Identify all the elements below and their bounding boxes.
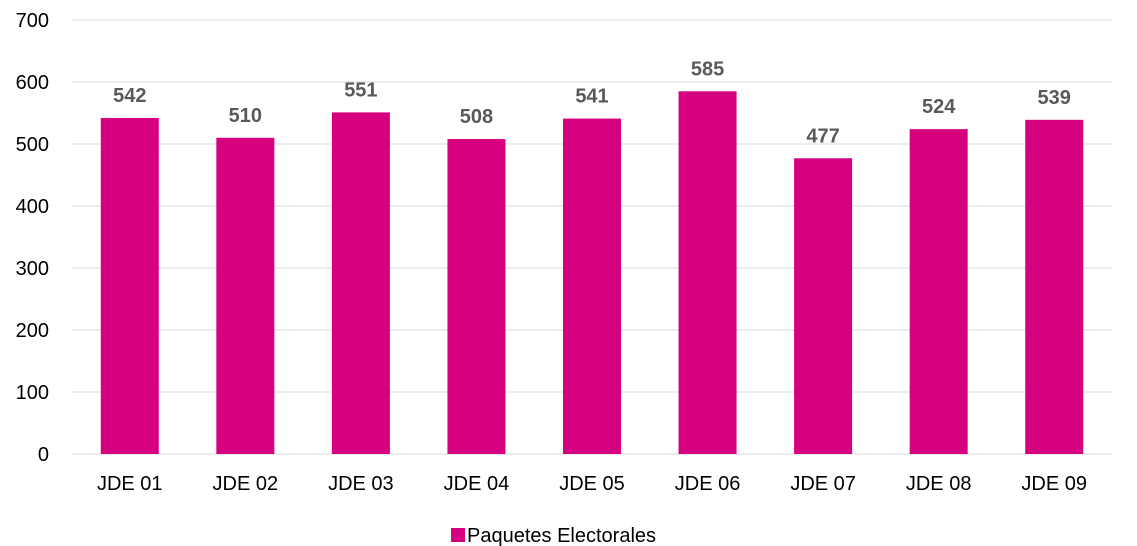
x-tick-label: JDE 07 (790, 473, 856, 495)
bar-value-label: 524 (922, 96, 956, 118)
x-tick-label: JDE 06 (675, 473, 741, 495)
bars (100, 91, 1084, 455)
y-tick-label: 100 (16, 382, 49, 404)
bar (100, 117, 159, 455)
bar-value-label: 477 (806, 125, 839, 147)
x-tick-label: JDE 02 (213, 473, 279, 495)
bar-value-label: 551 (344, 79, 377, 101)
x-axis-tick-labels: JDE 01 JDE 02 JDE 03 JDE 04 JDE 05 JDE 06 JDE … (97, 473, 1087, 495)
y-axis-tick-labels: 0 100 200 300 400 500 600 700 (16, 10, 49, 466)
bar-value-label: 585 (691, 58, 724, 80)
bar (331, 112, 390, 454)
x-tick-label: JDE 09 (1021, 473, 1087, 495)
y-tick-label: 700 (16, 10, 49, 32)
bar-value-label: 508 (460, 106, 493, 128)
data-labels: 542 510 551 508 541 585 477 524 539 (113, 58, 1071, 147)
legend: Paquetes Electorales (451, 525, 656, 546)
bar (794, 158, 853, 454)
x-tick-label: JDE 05 (559, 473, 625, 495)
x-tick-label: JDE 01 (97, 473, 163, 495)
y-tick-label: 300 (16, 258, 49, 280)
bar-value-label: 510 (229, 105, 262, 127)
legend-label: Paquetes Electorales (467, 525, 656, 546)
y-tick-label: 200 (16, 320, 49, 342)
bar (216, 137, 275, 455)
y-tick-label: 400 (16, 196, 49, 218)
bar (447, 139, 506, 455)
legend-swatch (451, 528, 465, 542)
y-tick-label: 0 (38, 444, 49, 466)
bar (909, 129, 968, 454)
y-tick-label: 600 (16, 72, 49, 94)
bar (563, 118, 621, 454)
x-tick-label: JDE 08 (906, 473, 972, 495)
bar-value-label: 542 (113, 85, 146, 107)
bar-value-label: 541 (575, 86, 608, 108)
bar (678, 91, 737, 455)
x-tick-label: JDE 03 (328, 473, 394, 495)
bar (1025, 119, 1084, 454)
x-tick-label: JDE 04 (444, 473, 510, 495)
bar-value-label: 539 (1038, 87, 1071, 109)
y-tick-label: 500 (16, 134, 49, 156)
